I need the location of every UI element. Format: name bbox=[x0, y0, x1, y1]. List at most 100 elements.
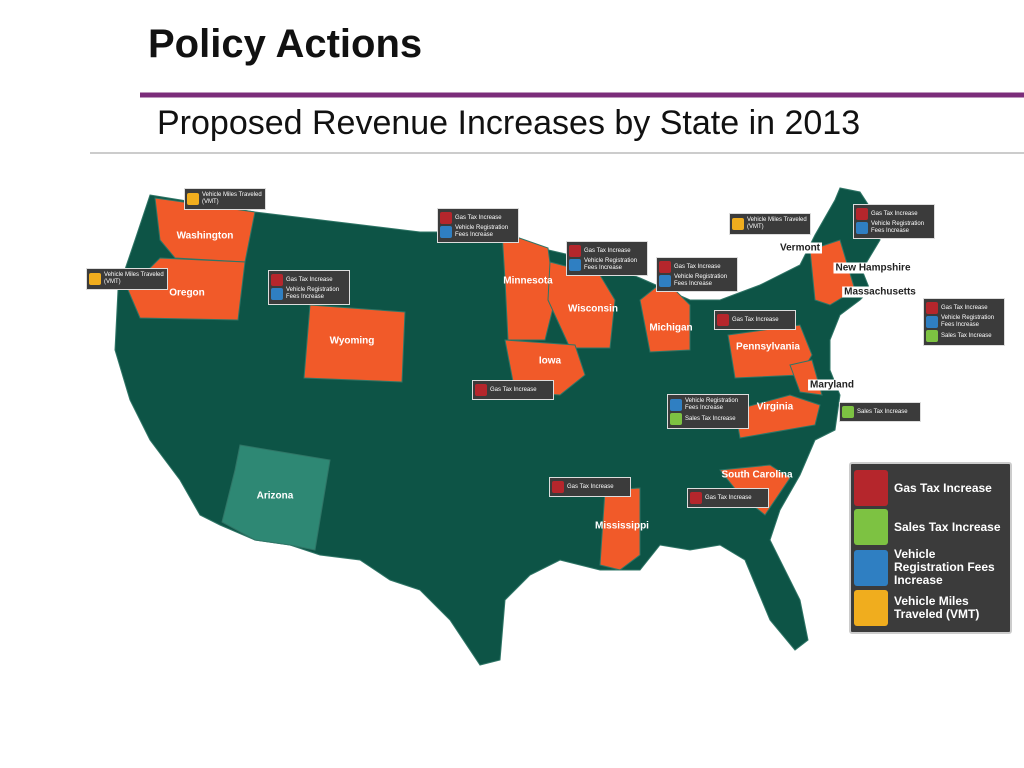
callout-text: Vehicle Miles Traveled (VMT) bbox=[104, 272, 164, 285]
virginia-shape bbox=[734, 394, 821, 439]
title: Policy Actions bbox=[148, 22, 423, 66]
callout-icon bbox=[659, 275, 671, 287]
callout-item: Gas Tax Increase bbox=[717, 314, 793, 326]
callout-text: Sales Tax Increase bbox=[941, 332, 992, 339]
legend-icon bbox=[854, 509, 888, 545]
callout: Vehicle Registration Fees Increase Sales … bbox=[667, 394, 749, 429]
state-label: Washington bbox=[176, 230, 234, 242]
legend: Gas Tax Increase Sales Tax Increase Vehicl… bbox=[849, 462, 1012, 634]
state-label: Arizona bbox=[256, 490, 294, 502]
callout-icon bbox=[717, 314, 729, 326]
legend-item: Gas Tax Increase bbox=[854, 470, 1007, 506]
legend-label: Vehicle Miles Traveled (VMT) bbox=[894, 594, 980, 621]
callout-icon bbox=[440, 226, 452, 238]
callout-item: Sales Tax Increase bbox=[842, 406, 918, 418]
callout: Gas Tax Increase Vehicle Registration Fee… bbox=[437, 208, 519, 243]
callout-icon bbox=[670, 413, 682, 425]
callout-icon bbox=[552, 481, 564, 493]
callout-item: Vehicle Registration Fees Increase bbox=[659, 274, 735, 288]
legend-item: Vehicle Registration Fees Increase bbox=[854, 548, 1007, 587]
callout: Gas Tax Increase Vehicle Registration Fee… bbox=[923, 298, 1005, 346]
callout-text: Gas Tax Increase bbox=[567, 483, 614, 490]
state-label: Pennsylvania bbox=[736, 341, 800, 353]
callout: Sales Tax Increase bbox=[839, 402, 921, 422]
subtitle: Proposed Revenue Increases by State in 2… bbox=[157, 104, 861, 142]
callout-icon bbox=[732, 218, 744, 230]
callout-icon bbox=[271, 288, 283, 300]
callout-item: Gas Tax Increase bbox=[926, 302, 1002, 314]
callout-icon bbox=[856, 208, 868, 220]
callout: Gas Tax Increase bbox=[549, 477, 631, 497]
callout-item: Gas Tax Increase bbox=[856, 208, 932, 220]
callout-text: Vehicle Registration Fees Increase bbox=[871, 221, 925, 234]
callout-text: Gas Tax Increase bbox=[286, 276, 333, 283]
callout-icon bbox=[926, 330, 938, 342]
minnesota-shape bbox=[501, 231, 556, 341]
legend-icon bbox=[854, 470, 888, 506]
callout-text: Gas Tax Increase bbox=[705, 494, 752, 501]
state-label: Minnesota bbox=[503, 275, 553, 287]
wyoming-shape bbox=[303, 304, 406, 383]
callout-icon bbox=[187, 193, 199, 205]
callout-item: Vehicle Miles Traveled (VMT) bbox=[732, 217, 808, 231]
callout-icon bbox=[89, 273, 101, 285]
callout: Gas Tax Increase bbox=[687, 488, 769, 508]
state-label: Maryland bbox=[808, 379, 856, 391]
callout-text: Vehicle Registration Fees Increase bbox=[286, 287, 340, 300]
callout-text: Gas Tax Increase bbox=[732, 316, 779, 323]
callout-item: Vehicle Miles Traveled (VMT) bbox=[89, 272, 165, 286]
state-label: South Carolina bbox=[721, 469, 793, 481]
callout-item: Vehicle Registration Fees Increase bbox=[440, 225, 516, 239]
callout-text: Vehicle Registration Fees Increase bbox=[584, 258, 638, 271]
state-label: Virginia bbox=[756, 401, 794, 413]
state-label: Wyoming bbox=[329, 335, 375, 347]
callout: Vehicle Miles Traveled (VMT) bbox=[729, 213, 811, 235]
callout-icon bbox=[475, 384, 487, 396]
callout-icon bbox=[659, 261, 671, 273]
callout-icon bbox=[271, 274, 283, 286]
callout: Gas Tax Increase bbox=[472, 380, 554, 400]
callout: Gas Tax Increase bbox=[714, 310, 796, 330]
callout-text: Vehicle Registration Fees Increase bbox=[685, 398, 739, 411]
callout-text: Gas Tax Increase bbox=[584, 247, 631, 254]
callout-text: Vehicle Registration Fees Increase bbox=[455, 225, 509, 238]
callout: Gas Tax Increase Vehicle Registration Fee… bbox=[566, 241, 648, 276]
callout-item: Gas Tax Increase bbox=[440, 212, 516, 224]
callout-text: Vehicle Miles Traveled (VMT) bbox=[202, 192, 262, 205]
callout-icon bbox=[856, 222, 868, 234]
callout-item: Vehicle Miles Traveled (VMT) bbox=[187, 192, 263, 206]
callout-icon bbox=[690, 492, 702, 504]
state-label: Oregon bbox=[169, 287, 205, 299]
callout-text: Gas Tax Increase bbox=[871, 210, 918, 217]
callout-text: Gas Tax Increase bbox=[674, 263, 721, 270]
callout-item: Gas Tax Increase bbox=[690, 492, 766, 504]
legend-icon bbox=[854, 549, 888, 586]
legend-label: Sales Tax Increase bbox=[894, 519, 1001, 534]
callout-item: Vehicle Registration Fees Increase bbox=[926, 315, 1002, 329]
callout: Gas Tax Increase Vehicle Registration Fee… bbox=[853, 204, 935, 239]
callout-text: Gas Tax Increase bbox=[941, 304, 988, 311]
callout-icon bbox=[926, 302, 938, 314]
callout-icon bbox=[842, 406, 854, 418]
callout-text: Vehicle Registration Fees Increase bbox=[674, 274, 728, 287]
state-label: Wisconsin bbox=[568, 303, 618, 315]
callout: Gas Tax Increase Vehicle Registration Fee… bbox=[656, 257, 738, 292]
callout-item: Gas Tax Increase bbox=[271, 274, 347, 286]
callout-icon bbox=[926, 316, 938, 328]
callout-icon bbox=[670, 399, 682, 411]
callout: Gas Tax Increase Vehicle Registration Fee… bbox=[268, 270, 350, 305]
callout-item: Gas Tax Increase bbox=[659, 261, 735, 273]
state-label: Mississippi bbox=[595, 520, 649, 532]
callout-icon bbox=[440, 212, 452, 224]
callout-icon bbox=[569, 259, 581, 271]
legend-icon bbox=[854, 590, 888, 626]
mississippi-shape bbox=[599, 487, 641, 571]
callout-text: Gas Tax Increase bbox=[490, 386, 537, 393]
legend-item: Vehicle Miles Traveled (VMT) bbox=[854, 590, 1007, 626]
callout-text: Vehicle Miles Traveled (VMT) bbox=[747, 217, 807, 230]
callout-item: Gas Tax Increase bbox=[552, 481, 628, 493]
state-label: New Hampshire bbox=[833, 262, 913, 274]
callout-text: Gas Tax Increase bbox=[455, 214, 502, 221]
state-label: Massachusetts bbox=[842, 286, 918, 298]
